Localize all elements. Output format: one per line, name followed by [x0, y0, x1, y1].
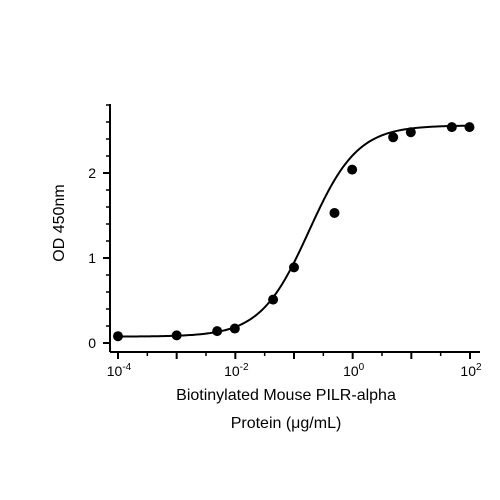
data-point — [229, 323, 240, 334]
data-point — [347, 164, 358, 175]
tick-labels: 0 1 2 10-4 10-2 100 102 — [88, 165, 482, 379]
data-point — [113, 331, 123, 342]
data-point — [388, 132, 399, 143]
x-axis-title-line1: Biotinylated Mouse PILR-alpha — [176, 387, 396, 404]
y-axis-title: OD 450nm — [51, 184, 68, 261]
data-point — [446, 122, 457, 133]
ticks — [103, 104, 471, 359]
x-tick-label: 10-2 — [224, 362, 249, 379]
x-tick-label: 10-4 — [107, 362, 132, 379]
data-point — [289, 262, 299, 273]
data-point — [268, 294, 279, 305]
data-point — [329, 207, 340, 218]
x-tick-label: 102 — [460, 362, 482, 379]
data-point — [405, 127, 416, 138]
y-tick-label: 2 — [88, 165, 96, 181]
y-tick-label: 1 — [88, 250, 96, 266]
data-point — [212, 326, 223, 337]
data-points — [113, 122, 475, 342]
x-axis-title-line2: Protein (μg/mL) — [231, 415, 342, 432]
data-point — [464, 122, 475, 133]
data-point — [171, 330, 182, 341]
y-tick-label: 0 — [88, 335, 96, 351]
fit-curve — [118, 124, 471, 338]
x-tick-label: 100 — [343, 362, 365, 379]
axes — [109, 104, 480, 353]
